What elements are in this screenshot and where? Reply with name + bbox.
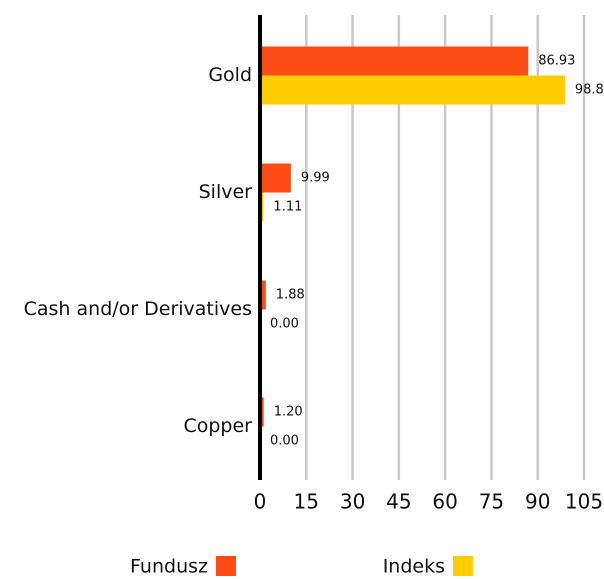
x-tick-label: 30 <box>340 490 365 514</box>
x-tick-label: 60 <box>432 490 457 514</box>
bar <box>260 280 266 310</box>
legend-label: Indeks <box>383 556 445 578</box>
category-label: Cash and/or Derivatives <box>24 298 252 320</box>
x-tick-label: 105 <box>565 490 603 514</box>
x-tick-label: 0 <box>254 490 267 514</box>
bar <box>260 163 291 193</box>
value-label: 1.11 <box>273 200 302 215</box>
legend-label: Fundusz <box>130 556 208 578</box>
legend-swatch <box>216 556 236 576</box>
category-label: Gold <box>208 64 252 86</box>
value-label: 0.00 <box>270 317 299 332</box>
value-label: 86.93 <box>538 54 575 69</box>
value-label: 98.8 <box>575 83 604 98</box>
x-tick-label: 15 <box>294 490 319 514</box>
value-label: 1.88 <box>276 288 305 303</box>
value-label: 0.00 <box>270 434 299 449</box>
category-label: Copper <box>183 415 252 437</box>
x-tick-label: 75 <box>479 490 504 514</box>
x-tick-label: 45 <box>386 490 411 514</box>
legend-swatch <box>453 556 473 576</box>
bar <box>260 46 529 76</box>
value-label: 9.99 <box>301 171 330 186</box>
category-label: Silver <box>199 181 253 203</box>
bar <box>260 75 565 105</box>
value-label: 1.20 <box>274 405 303 420</box>
x-tick-label: 90 <box>525 490 550 514</box>
